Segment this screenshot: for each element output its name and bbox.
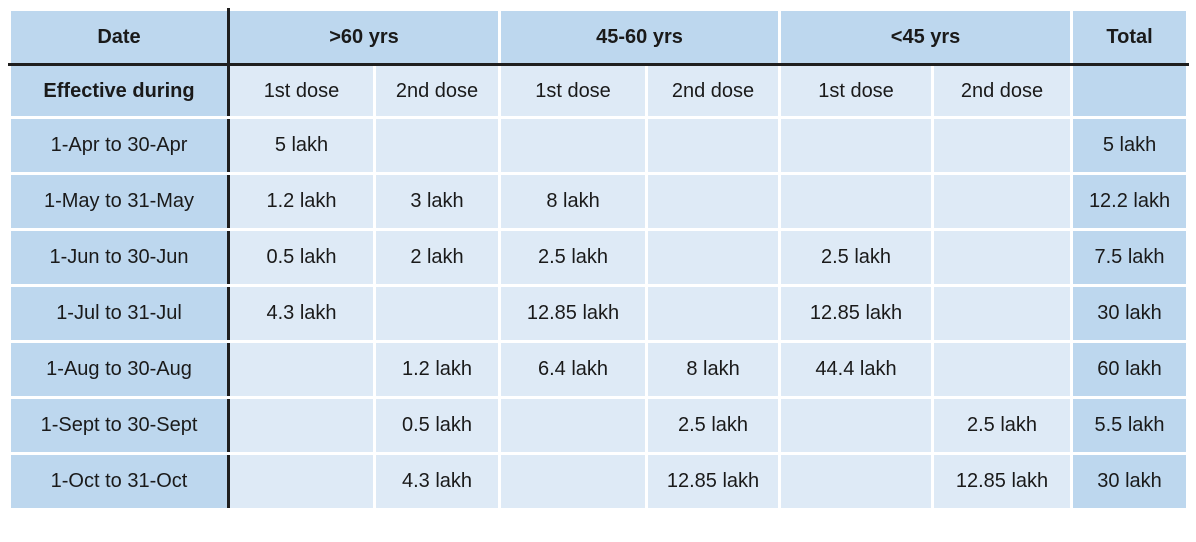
value-cell: 44.4 lakh: [778, 340, 935, 399]
header-total-empty: [1070, 63, 1190, 119]
value-cell: 1.2 lakh: [372, 340, 502, 399]
header-effective-during: Effective during: [8, 63, 230, 119]
value-cell: 4.3 lakh: [372, 452, 502, 511]
value-cell: [931, 228, 1074, 287]
value-cell: [931, 340, 1074, 399]
value-cell: 2 lakh: [372, 228, 502, 287]
value-cell: 12.85 lakh: [931, 452, 1074, 511]
header-group-row: Date >60 yrs 45-60 yrs <45 yrs Total: [8, 8, 1190, 66]
header-45-60-first-dose: 1st dose: [498, 63, 649, 119]
total-cell: 12.2 lakh: [1070, 172, 1190, 231]
header-under-45: <45 yrs: [778, 8, 1074, 66]
header-dose-row: Effective during 1st dose 2nd dose 1st d…: [8, 63, 1190, 119]
header-total: Total: [1070, 8, 1190, 66]
table-body: 1-Apr to 30-Apr 5 lakh 5 lakh 1-May to 31-M…: [8, 116, 1190, 511]
date-range-cell: 1-Apr to 30-Apr: [8, 116, 230, 175]
date-range-cell: 1-May to 31-May: [8, 172, 230, 231]
value-cell: [778, 396, 935, 455]
value-cell: [778, 116, 935, 175]
header-under-45-first-dose: 1st dose: [778, 63, 935, 119]
value-cell: [645, 172, 782, 231]
header-over-60-first-dose: 1st dose: [227, 63, 376, 119]
value-cell: [931, 284, 1074, 343]
value-cell: [778, 452, 935, 511]
table-row: 1-May to 31-May 1.2 lakh 3 lakh 8 lakh 12.2 …: [8, 172, 1190, 231]
value-cell: [645, 228, 782, 287]
table-row: 1-Jul to 31-Jul 4.3 lakh 12.85 lakh 12.85 l…: [8, 284, 1190, 343]
vaccination-schedule-table: Date >60 yrs 45-60 yrs <45 yrs Total Eff…: [8, 8, 1190, 511]
date-range-cell: 1-Oct to 31-Oct: [8, 452, 230, 511]
value-cell: [498, 116, 649, 175]
value-cell: 8 lakh: [645, 340, 782, 399]
value-cell: 2.5 lakh: [931, 396, 1074, 455]
date-range-cell: 1-Aug to 30-Aug: [8, 340, 230, 399]
header-date: Date: [8, 8, 230, 66]
table-row: 1-Sept to 30-Sept 0.5 lakh 2.5 lakh 2.5 lak…: [8, 396, 1190, 455]
value-cell: 2.5 lakh: [498, 228, 649, 287]
value-cell: [498, 396, 649, 455]
date-range-cell: 1-Sept to 30-Sept: [8, 396, 230, 455]
table-row: 1-Apr to 30-Apr 5 lakh 5 lakh: [8, 116, 1190, 175]
date-range-cell: 1-Jul to 31-Jul: [8, 284, 230, 343]
header-45-60: 45-60 yrs: [498, 8, 782, 66]
value-cell: 2.5 lakh: [778, 228, 935, 287]
value-cell: 6.4 lakh: [498, 340, 649, 399]
value-cell: [227, 340, 376, 399]
value-cell: 5 lakh: [227, 116, 376, 175]
header-45-60-second-dose: 2nd dose: [645, 63, 782, 119]
value-cell: 1.2 lakh: [227, 172, 376, 231]
table-row: 1-Oct to 31-Oct 4.3 lakh 12.85 lakh 12.85 l…: [8, 452, 1190, 511]
total-cell: 7.5 lakh: [1070, 228, 1190, 287]
value-cell: [931, 172, 1074, 231]
value-cell: [778, 172, 935, 231]
total-cell: 5.5 lakh: [1070, 396, 1190, 455]
value-cell: 3 lakh: [372, 172, 502, 231]
value-cell: 12.85 lakh: [645, 452, 782, 511]
value-cell: 12.85 lakh: [498, 284, 649, 343]
table-row: 1-Aug to 30-Aug 1.2 lakh 6.4 lakh 8 lakh 44.…: [8, 340, 1190, 399]
date-range-cell: 1-Jun to 30-Jun: [8, 228, 230, 287]
total-cell: 60 lakh: [1070, 340, 1190, 399]
value-cell: 2.5 lakh: [645, 396, 782, 455]
value-cell: [372, 284, 502, 343]
value-cell: [372, 116, 502, 175]
header-under-45-second-dose: 2nd dose: [931, 63, 1074, 119]
total-cell: 30 lakh: [1070, 284, 1190, 343]
value-cell: 12.85 lakh: [778, 284, 935, 343]
value-cell: 4.3 lakh: [227, 284, 376, 343]
value-cell: 0.5 lakh: [227, 228, 376, 287]
value-cell: [227, 452, 376, 511]
value-cell: [931, 116, 1074, 175]
value-cell: [645, 284, 782, 343]
header-over-60-second-dose: 2nd dose: [372, 63, 502, 119]
value-cell: [498, 452, 649, 511]
value-cell: [227, 396, 376, 455]
total-cell: 5 lakh: [1070, 116, 1190, 175]
total-cell: 30 lakh: [1070, 452, 1190, 511]
header-over-60: >60 yrs: [226, 8, 502, 66]
value-cell: 0.5 lakh: [372, 396, 502, 455]
value-cell: 8 lakh: [498, 172, 649, 231]
value-cell: [645, 116, 782, 175]
table-row: 1-Jun to 30-Jun 0.5 lakh 2 lakh 2.5 lakh 2.5…: [8, 228, 1190, 287]
